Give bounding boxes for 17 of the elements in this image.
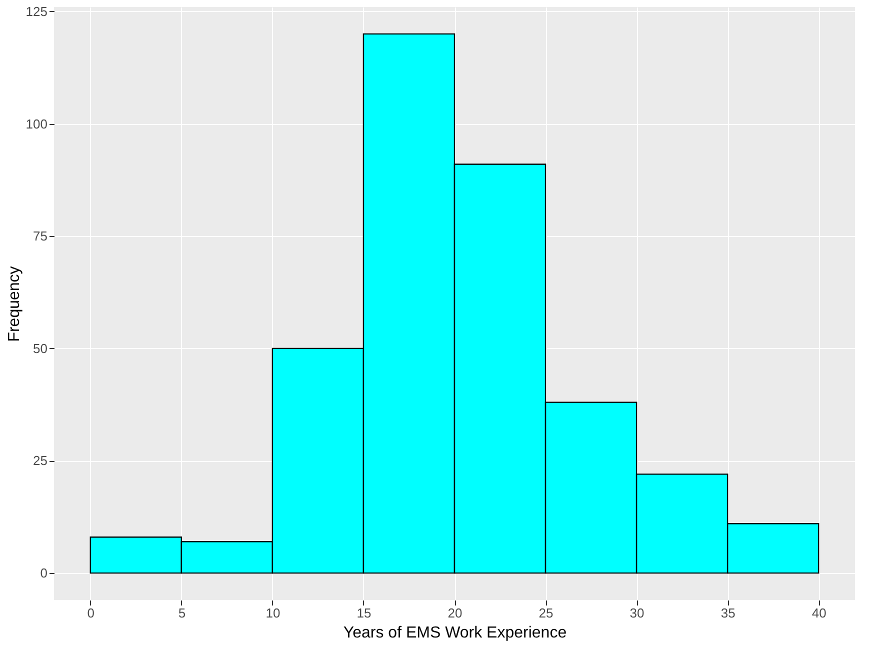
x-tick-label: 10 <box>266 606 280 620</box>
x-tick-label: 15 <box>356 606 372 620</box>
y-tick-label: 50 <box>33 340 48 356</box>
y-tick-label: 125 <box>26 4 48 19</box>
x-tick-label: 40 <box>812 606 826 620</box>
x-tick-label: 20 <box>448 606 462 620</box>
y-tick-label: 0 <box>40 566 48 581</box>
y-tick-label: 100 <box>26 116 48 132</box>
y-axis-title: Frequency <box>6 266 23 342</box>
x-tick-label: 25 <box>538 606 554 620</box>
x-tick-label: 30 <box>630 606 644 620</box>
y-tick-label: 25 <box>33 453 48 468</box>
x-tick-label: 5 <box>178 606 186 620</box>
x-tick-label: 35 <box>720 606 736 620</box>
x-tick-label: 0 <box>87 606 95 620</box>
x-axis-title: Years of EMS Work Experience <box>343 624 567 642</box>
y-tick-label: 75 <box>33 228 48 244</box>
